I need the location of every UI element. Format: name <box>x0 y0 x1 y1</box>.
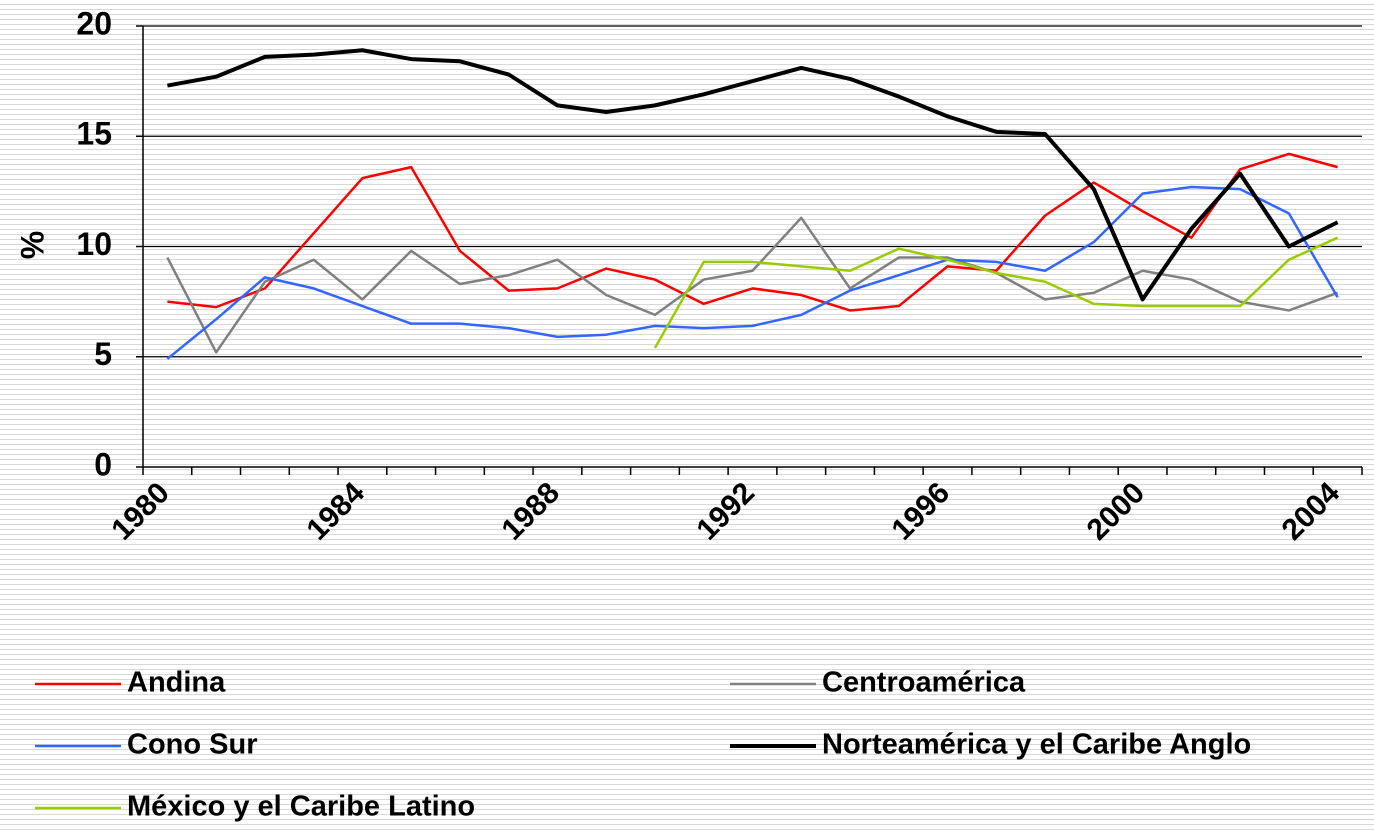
x-tick-label: 1996 <box>886 476 957 547</box>
y-tick-label: 5 <box>94 336 112 372</box>
series-line <box>653 236 1339 349</box>
legend-label: Cono Sur <box>127 729 258 761</box>
series-line <box>166 216 1339 354</box>
series-line <box>167 48 1339 302</box>
y-axis-label: % <box>14 231 50 259</box>
x-tick-label: 1992 <box>691 476 762 547</box>
y-tick-label: 10 <box>76 226 112 262</box>
series-line <box>166 185 1339 360</box>
x-tick-label: 2000 <box>1081 476 1152 547</box>
legend-label: Norteamérica y el Caribe Anglo <box>822 729 1251 761</box>
x-tick-label: 2004 <box>1276 476 1347 547</box>
legend-label: Centroamérica <box>822 667 1026 699</box>
x-tick-label: 1980 <box>105 476 176 547</box>
legend-label: Andina <box>127 667 226 699</box>
legend-label: México y el Caribe Latino <box>127 791 475 823</box>
series-line <box>167 152 1338 312</box>
y-tick-label: 0 <box>94 446 112 482</box>
y-tick-label: 20 <box>76 5 112 41</box>
x-tick-label: 1988 <box>495 476 566 547</box>
x-tick-label: 1984 <box>300 476 371 547</box>
y-tick-label: 15 <box>76 116 112 152</box>
